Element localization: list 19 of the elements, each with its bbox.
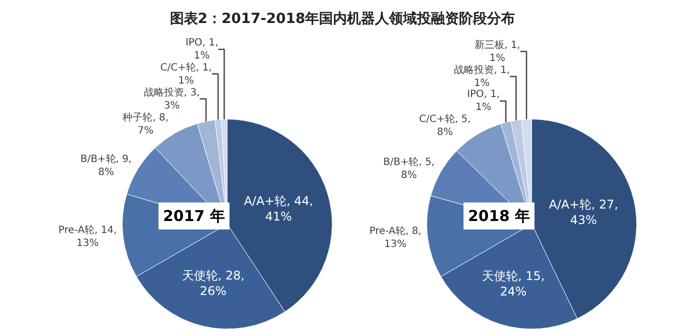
text: 2018 年: [468, 207, 530, 225]
slice-label: A/A+轮, 44, 41%: [244, 194, 314, 224]
slice-label: IPO, 1, 1%: [467, 88, 500, 113]
slice-label: B/B+轮, 9, 8%: [80, 153, 132, 178]
slice-label: C/C+轮, 1, 1%: [160, 61, 212, 86]
slice-label: 种子轮, 8, 7%: [122, 111, 169, 136]
slice-label: Pre-A轮, 14, 13%: [58, 224, 117, 249]
slice-label: 新三板, 1, 1%: [474, 38, 520, 64]
slice-label: B/B+轮, 5, 8%: [383, 156, 435, 182]
slice-label: A/A+轮, 27, 43%: [548, 197, 618, 228]
slice-label: 战略投资, 3, 3%: [144, 86, 200, 112]
slice-label: 战略投资, 1, 1%: [454, 64, 510, 89]
slice-label: C/C+轮, 5, 8%: [419, 112, 471, 138]
slice-label: Pre-A轮, 8, 13%: [369, 224, 422, 250]
chart-title: 图表2：2017-2018年国内机器人领域投融资阶段分布: [170, 11, 516, 28]
text: 2017 年: [163, 207, 225, 225]
slice-label: 天使轮, 15, 24%: [482, 268, 545, 299]
slice-label: IPO, 1, 1%: [185, 37, 218, 62]
slice-label: 天使轮, 28, 26%: [182, 268, 245, 298]
